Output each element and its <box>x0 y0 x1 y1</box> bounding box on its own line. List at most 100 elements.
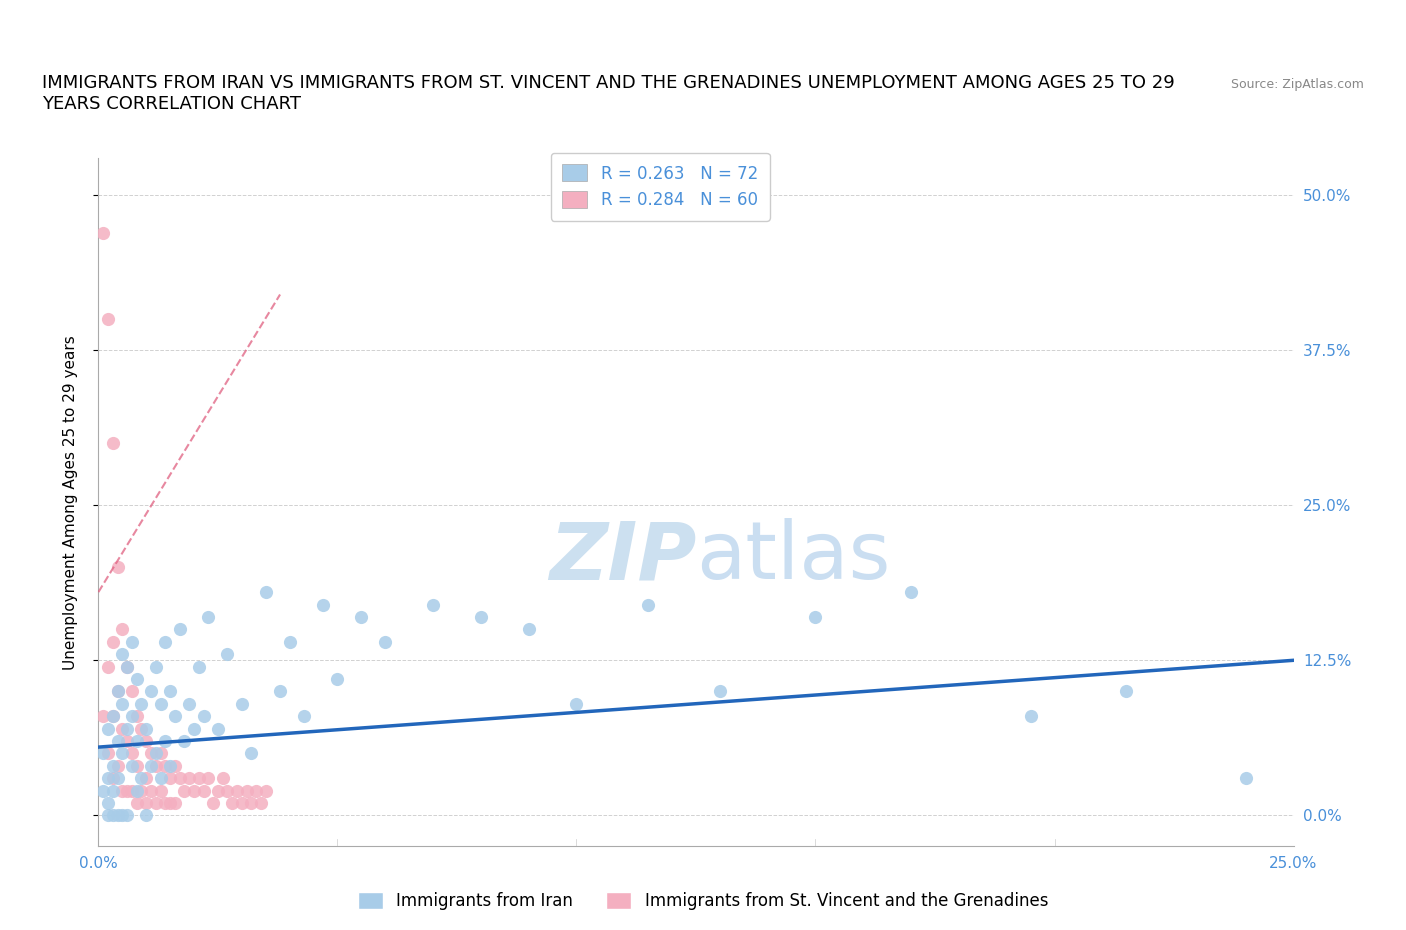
Point <box>149 746 172 761</box>
Point <box>183 783 205 798</box>
Point <box>125 734 148 749</box>
Point <box>900 585 922 600</box>
Point <box>193 783 215 798</box>
Point <box>292 709 315 724</box>
Point <box>159 684 181 698</box>
Point <box>115 659 138 674</box>
Point <box>197 609 219 624</box>
Point <box>149 697 172 711</box>
Point <box>221 795 243 810</box>
Point <box>91 225 114 240</box>
Point <box>217 646 239 661</box>
Point <box>125 758 148 773</box>
Point <box>159 758 181 773</box>
Point <box>107 771 129 786</box>
Point <box>149 771 172 786</box>
Point <box>235 783 257 798</box>
Point <box>155 758 177 773</box>
Point <box>207 783 229 798</box>
Point <box>159 771 181 786</box>
Text: YEARS CORRELATION CHART: YEARS CORRELATION CHART <box>42 95 301 113</box>
Point <box>91 783 114 798</box>
Point <box>107 734 129 749</box>
Point <box>231 795 253 810</box>
Point <box>111 808 134 823</box>
Point <box>226 783 249 798</box>
Point <box>179 697 201 711</box>
Point <box>101 758 124 773</box>
Point <box>111 746 134 761</box>
Point <box>245 783 267 798</box>
Legend: Immigrants from Iran, Immigrants from St. Vincent and the Grenadines: Immigrants from Iran, Immigrants from St… <box>352 885 1054 917</box>
Point <box>155 734 177 749</box>
Point <box>121 634 143 649</box>
Point <box>131 697 153 711</box>
Point <box>101 436 124 451</box>
Point <box>145 758 167 773</box>
Point <box>97 771 120 786</box>
Point <box>91 709 114 724</box>
Point <box>155 795 177 810</box>
Point <box>97 795 120 810</box>
Point <box>131 783 153 798</box>
Legend: R = 0.263   N = 72, R = 0.284   N = 60: R = 0.263 N = 72, R = 0.284 N = 60 <box>551 153 769 220</box>
Point <box>107 684 129 698</box>
Point <box>163 709 186 724</box>
Point <box>139 746 162 761</box>
Point <box>517 622 540 637</box>
Point <box>139 684 162 698</box>
Point <box>131 771 153 786</box>
Point <box>145 795 167 810</box>
Point <box>163 758 186 773</box>
Point <box>187 771 209 786</box>
Point <box>202 795 225 810</box>
Point <box>804 609 827 624</box>
Point <box>240 746 263 761</box>
Point <box>145 659 167 674</box>
Point <box>125 709 148 724</box>
Point <box>101 709 124 724</box>
Point <box>115 808 138 823</box>
Point <box>231 697 253 711</box>
Point <box>173 783 195 798</box>
Point <box>101 634 124 649</box>
Point <box>135 808 157 823</box>
Point <box>350 609 373 624</box>
Point <box>240 795 263 810</box>
Point <box>101 808 124 823</box>
Point <box>173 734 195 749</box>
Point <box>159 795 181 810</box>
Point <box>470 609 492 624</box>
Point <box>107 808 129 823</box>
Point <box>326 671 349 686</box>
Point <box>107 758 129 773</box>
Point <box>115 783 138 798</box>
Point <box>135 721 157 736</box>
Point <box>111 697 134 711</box>
Point <box>111 783 134 798</box>
Point <box>187 659 209 674</box>
Point <box>135 734 157 749</box>
Point <box>125 783 148 798</box>
Point <box>183 721 205 736</box>
Point <box>125 671 148 686</box>
Point <box>163 795 186 810</box>
Point <box>179 771 201 786</box>
Point <box>97 721 120 736</box>
Point <box>111 646 134 661</box>
Text: Source: ZipAtlas.com: Source: ZipAtlas.com <box>1230 78 1364 91</box>
Point <box>139 758 162 773</box>
Point <box>121 684 143 698</box>
Point <box>125 795 148 810</box>
Point <box>107 560 129 575</box>
Point <box>155 634 177 649</box>
Point <box>121 758 143 773</box>
Point <box>121 783 143 798</box>
Point <box>207 721 229 736</box>
Text: atlas: atlas <box>696 518 890 596</box>
Point <box>131 721 153 736</box>
Point <box>101 709 124 724</box>
Point <box>107 684 129 698</box>
Point <box>312 597 335 612</box>
Point <box>278 634 301 649</box>
